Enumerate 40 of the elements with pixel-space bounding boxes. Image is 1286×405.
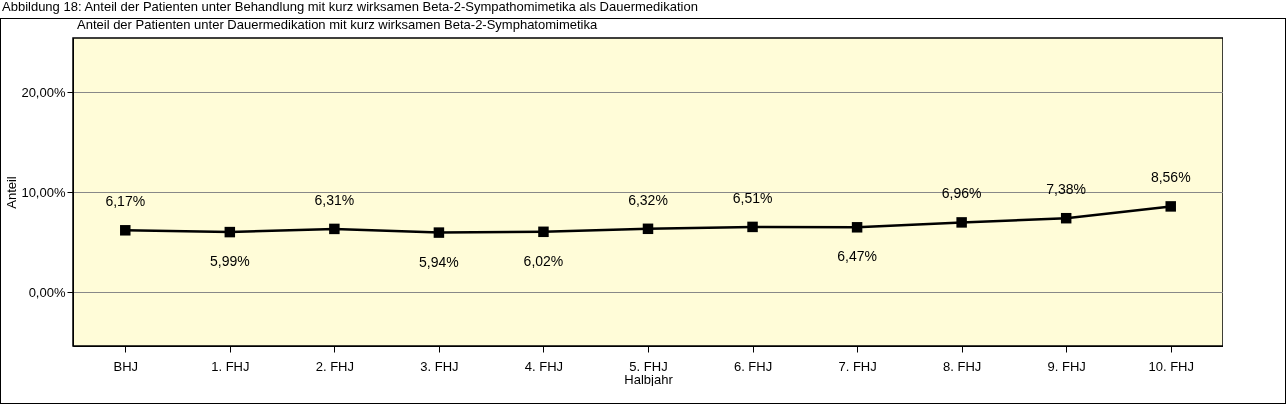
point: [642, 223, 654, 235]
x-tick-label: 6. FHJ: [733, 358, 773, 374]
point: [329, 223, 340, 235]
point: [1165, 201, 1176, 212]
data-label: 5,94%: [419, 253, 459, 270]
data-label: 6,02%: [523, 252, 564, 269]
x-tick-label: 5. FHJ: [629, 358, 668, 374]
x-tick-label: BHJ: [113, 358, 139, 374]
point: [1060, 212, 1072, 224]
x-tick-label: 8. FHJ: [942, 358, 982, 374]
point: [747, 221, 758, 233]
y-axis-title: Anteil: [4, 176, 20, 209]
data-label: 6,96%: [941, 185, 982, 202]
data-label: 8,56%: [1150, 169, 1191, 186]
data-label: 6,47%: [837, 248, 877, 265]
data-label: 5,99%: [209, 253, 250, 270]
x-tick-label: 7. FHJ: [838, 358, 877, 374]
data-label: 6,32%: [628, 191, 668, 208]
chart-title: Abbildung 18: Anteil der Patienten unter Behandlung mit kurz wirksamen Beta-2-Sympathomimetika als Dauermedikation: [1, 0, 699, 16]
point: [433, 227, 445, 238]
chart-subtitle: Anteil der Patienten unter Dauermedikation mit kurz wirksamen Beta-2-Symphatomimetika: [77, 17, 598, 32]
data-label: 6,51%: [732, 189, 773, 206]
data-label: 6,17%: [105, 193, 146, 210]
data-label: 7,38%: [1046, 181, 1087, 198]
x-tick-label: 2. FHJ: [315, 358, 355, 374]
x-axis-title: Halbjahr: [624, 371, 674, 387]
x-tick-label: 3. FHJ: [420, 358, 459, 374]
point: [120, 225, 131, 236]
x-tick-label: 9. FHJ: [1047, 358, 1086, 374]
point: [538, 226, 549, 238]
y-tick-label: 0,00%: [28, 284, 66, 300]
x-tick-label: 4. FHJ: [524, 358, 564, 374]
data-label: 6,31%: [314, 191, 355, 208]
point: [224, 226, 236, 238]
point: [851, 222, 863, 233]
point: [956, 217, 967, 228]
y-tick-label: 20,00%: [21, 84, 66, 100]
x-tick-label: 1. FHJ: [211, 358, 250, 374]
x-tick-label: 10. FHJ: [1148, 358, 1194, 374]
y-tick-label: 10,00%: [21, 184, 66, 200]
